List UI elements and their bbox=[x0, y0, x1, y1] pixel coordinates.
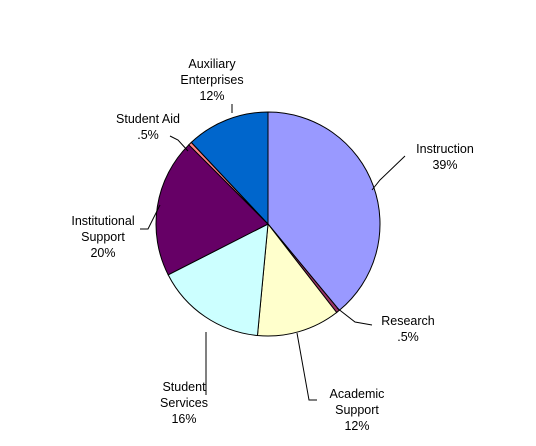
pie-slice-academic-support bbox=[256, 222, 338, 337]
leader-line-academic-support bbox=[296, 332, 317, 401]
leader-line-institutional-support bbox=[140, 204, 161, 230]
pie-slice-instruction bbox=[267, 111, 381, 312]
slice-label-line: Support bbox=[335, 403, 379, 417]
slice-label-line: Services bbox=[160, 396, 208, 410]
slice-label-line: Institutional bbox=[71, 214, 134, 228]
pie-slices bbox=[155, 111, 381, 337]
slice-label-line: Academic bbox=[330, 387, 385, 401]
pie-slice-institutional-support bbox=[155, 144, 269, 276]
slice-label-line: .5% bbox=[397, 330, 419, 344]
slice-label-line: 20% bbox=[90, 246, 115, 260]
slice-label-academic-support: Academic Support 12% bbox=[330, 387, 385, 433]
slice-label-line: 16% bbox=[171, 412, 196, 426]
pie-slice-auxiliary-enterprises bbox=[190, 111, 269, 226]
leader-line-instruction bbox=[371, 155, 406, 191]
leader-line-student-aid bbox=[169, 135, 189, 152]
slice-label-line: Student Aid bbox=[116, 112, 180, 126]
slice-label-line: Support bbox=[81, 230, 125, 244]
slice-label-line: Instruction bbox=[416, 142, 474, 156]
slice-label-line: Research bbox=[381, 314, 435, 328]
slice-label-instruction: Instruction 39% bbox=[416, 142, 474, 172]
slice-label-student-aid: Student Aid .5% bbox=[116, 112, 180, 142]
slice-label-line: .5% bbox=[137, 128, 159, 142]
slice-label-auxiliary-enterprises: Auxiliary Enterprises 12% bbox=[180, 57, 243, 103]
slice-labels: Instruction 39% Research .5% Academic Support… bbox=[71, 57, 473, 433]
leader-line-research bbox=[336, 307, 373, 326]
slice-label-line: 12% bbox=[344, 419, 369, 433]
slice-label-line: Auxiliary bbox=[188, 57, 236, 71]
leader-lines bbox=[140, 104, 406, 401]
slice-label-institutional-support: Institutional Support 20% bbox=[71, 214, 134, 260]
slice-label-line: 39% bbox=[432, 158, 457, 172]
pie-slice-student-services bbox=[167, 223, 269, 337]
slice-label-line: Enterprises bbox=[180, 73, 243, 87]
slice-label-line: Student bbox=[162, 380, 206, 394]
slice-label-student-services: Student Services 16% bbox=[160, 380, 208, 426]
slice-label-research: Research .5% bbox=[381, 314, 435, 344]
slice-label-line: 12% bbox=[199, 89, 224, 103]
